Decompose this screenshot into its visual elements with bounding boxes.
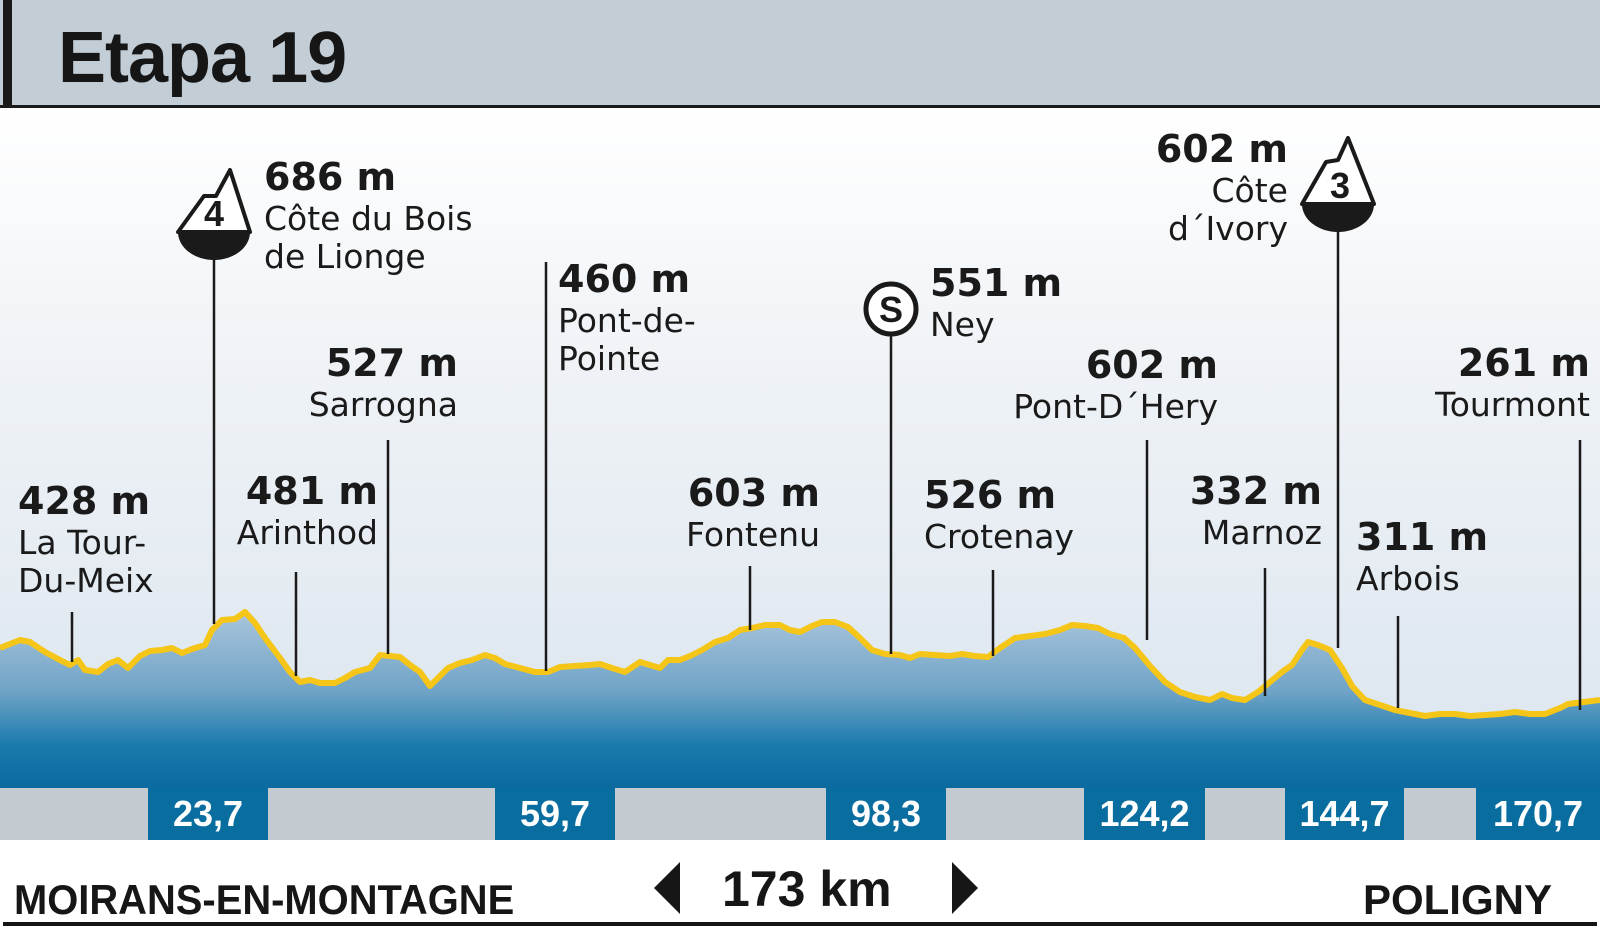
km-marker: 170,7 bbox=[1476, 788, 1600, 840]
waypoint-crotenay: 526 m Crotenay bbox=[924, 473, 1074, 556]
svg-text:3: 3 bbox=[1330, 165, 1350, 206]
finish-town: POLIGNY bbox=[1362, 876, 1552, 923]
leader-lines bbox=[70, 220, 1582, 710]
waypoint-cote-d-ivory: 602 m Côte d´Ivory bbox=[1155, 127, 1288, 248]
stage-title: Etapa 19 bbox=[58, 18, 347, 98]
km-marker: 144,7 bbox=[1285, 788, 1404, 840]
arrow-left-icon bbox=[654, 862, 680, 914]
bottom-divider bbox=[3, 922, 1597, 926]
km-marker: 23,7 bbox=[148, 788, 268, 840]
title-accent-bar bbox=[3, 0, 12, 108]
waypoint-ney: 551 m Ney bbox=[930, 261, 1063, 344]
svg-text:4: 4 bbox=[204, 193, 224, 234]
waypoint-pont-de-pointe: 460 m Pont-de- Pointe bbox=[558, 257, 696, 378]
climb-category-3-icon: 3 bbox=[1300, 136, 1376, 232]
sprint-icon: S bbox=[863, 281, 919, 337]
climb-category-4-icon: 4 bbox=[176, 168, 252, 260]
elevation-line bbox=[0, 609, 1600, 719]
title-banner: Etapa 19 bbox=[0, 0, 1600, 108]
km-marker: 98,3 bbox=[826, 788, 946, 840]
waypoint-cote-du-bois-de-lionge: 686 m Côte du Bois de Lionge bbox=[264, 155, 473, 276]
start-town: MOIRANS-EN-MONTAGNE bbox=[14, 876, 515, 923]
elevation-area bbox=[0, 612, 1600, 790]
km-marker: 124,2 bbox=[1084, 788, 1205, 840]
waypoint-la-tour-du-meix: 428 m La Tour- Du-Meix bbox=[18, 479, 154, 600]
svg-text:S: S bbox=[879, 289, 903, 330]
waypoint-tourmont: 261 m Tourmont bbox=[1435, 341, 1590, 424]
waypoint-marnoz: 332 m Marnoz bbox=[1189, 469, 1322, 552]
waypoint-arinthod: 481 m Arinthod bbox=[236, 469, 378, 552]
waypoint-sarrogna: 527 m Sarrogna bbox=[308, 341, 458, 424]
km-marker: 59,7 bbox=[495, 788, 615, 840]
waypoint-pont-d-hery: 602 m Pont-D´Hery bbox=[1013, 343, 1218, 426]
waypoint-fontenu: 603 m Fontenu bbox=[686, 471, 820, 554]
waypoint-arbois: 311 m Arbois bbox=[1356, 515, 1489, 598]
arrow-right-icon bbox=[952, 862, 978, 914]
total-distance: 173 km bbox=[722, 861, 892, 917]
